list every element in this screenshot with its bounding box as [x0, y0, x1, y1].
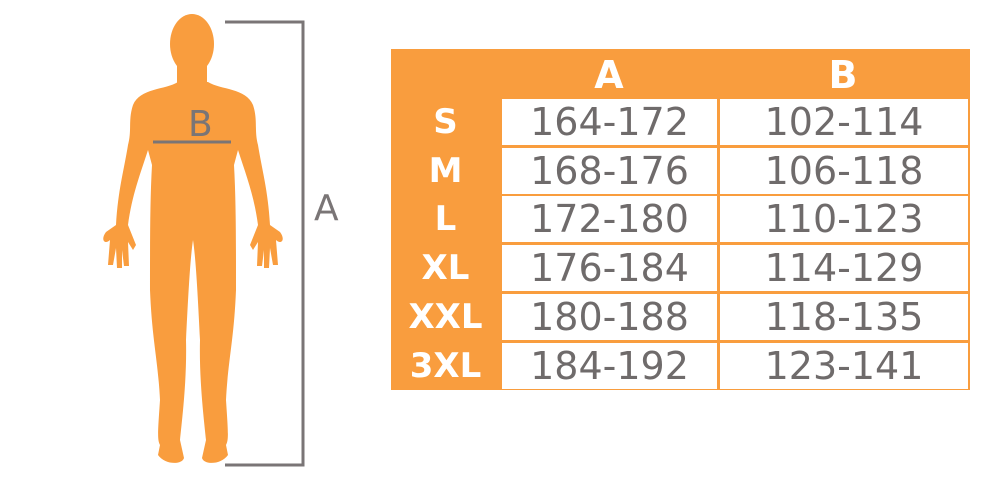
size-label: XL	[421, 248, 470, 289]
cell-b: 118-135	[720, 293, 968, 340]
cell-a: 164-172	[502, 99, 717, 145]
body-silhouette	[103, 14, 283, 463]
cell-b: 123-141	[720, 342, 968, 389]
size-label: L	[434, 199, 457, 240]
height-bracket	[225, 20, 305, 467]
column-header-b: B	[828, 53, 858, 97]
chest-label: B	[188, 104, 213, 145]
size-table: A B S 164-172 102-114 M 168-176 106-118 L 172-1…	[391, 49, 970, 390]
cell-b: 110-123	[720, 196, 968, 243]
cell-a: 176-184	[502, 245, 717, 292]
cell-b: 102-114	[720, 99, 968, 145]
cell-a: 184-192	[502, 342, 717, 389]
size-label: S	[433, 102, 458, 142]
cell-a: 168-176	[502, 147, 717, 194]
cell-a: 180-188	[502, 293, 717, 340]
column-header-a: A	[594, 53, 624, 97]
size-label: XXL	[408, 296, 483, 337]
height-label: A	[314, 188, 339, 229]
size-label: M	[428, 150, 463, 191]
size-label: 3XL	[409, 345, 482, 386]
cell-b: 106-118	[720, 147, 968, 194]
cell-b: 114-129	[720, 245, 968, 292]
body-silhouette-figure	[103, 14, 305, 467]
cell-a: 172-180	[502, 196, 717, 243]
